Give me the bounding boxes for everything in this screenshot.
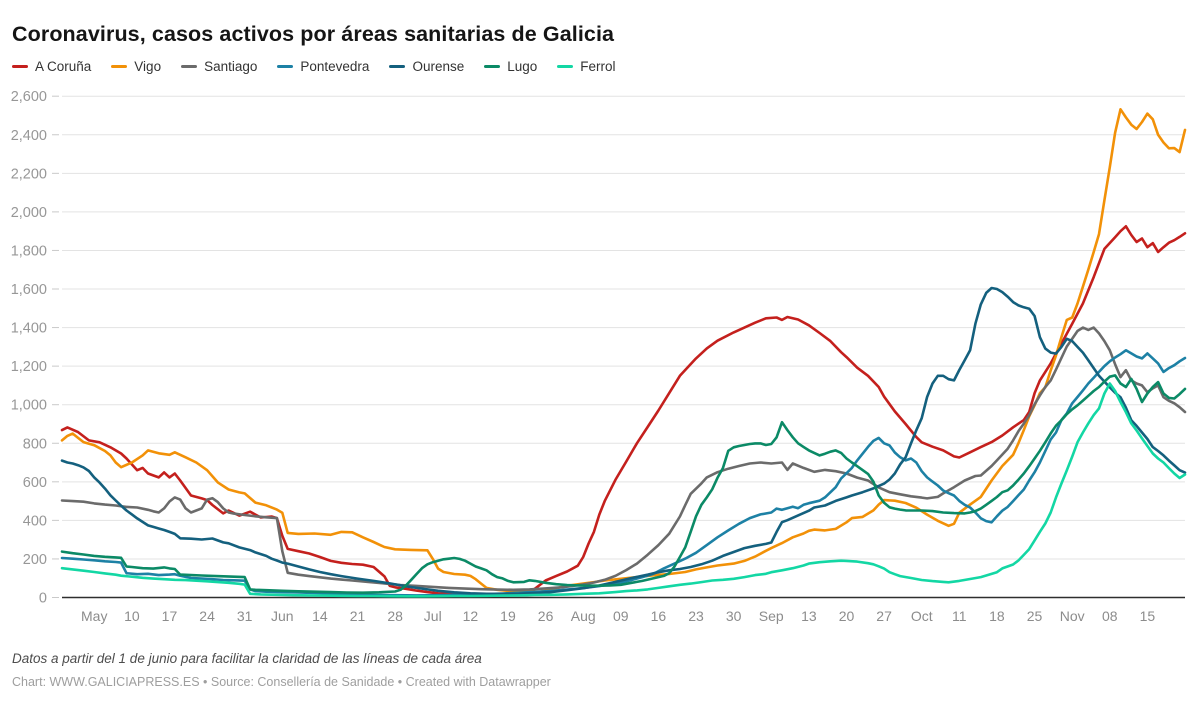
legend-item-ferrol: Ferrol [557,59,616,74]
legend-swatch-santiago [181,65,198,68]
page-title: Coronavirus, casos activos por áreas san… [12,22,615,47]
series-line-lugo [60,374,1187,595]
legend-item-santiago: Santiago [181,59,257,74]
y-axis-tick-label: 1,400 [11,321,47,337]
y-axis-tick-label: 1,000 [11,398,47,414]
x-axis-tick-label: 13 [801,608,817,624]
x-axis-tick-label: 14 [312,608,328,624]
x-axis-tick-label: 30 [726,608,742,624]
x-axis-tick-label: Jul [424,608,442,624]
legend-swatch-lugo [484,65,501,68]
x-axis-tick-label: 25 [1027,608,1043,624]
y-axis-tick-label: 600 [23,475,47,491]
x-axis-tick-label: 21 [350,608,366,624]
legend-swatch-a-coruna [12,65,28,68]
series-line-ferrol [60,382,1187,598]
legend-item-pontevedra: Pontevedra [277,59,369,74]
y-axis-tick-label: 2,600 [11,89,47,105]
x-axis-tick-label: 12 [463,608,479,624]
x-axis-tick-label: 10 [124,608,140,624]
y-axis-tick-label: 400 [23,513,47,529]
y-axis-tick-label: 200 [23,552,47,568]
x-axis-tick-label: 09 [613,608,629,624]
x-axis-tick-label: 15 [1140,608,1156,624]
y-axis-tick-label: 1,600 [11,282,47,298]
y-axis-tick-label: 2,200 [11,166,47,182]
x-axis-tick-label: Aug [571,608,596,624]
x-axis-tick-label: 08 [1102,608,1118,624]
y-axis-tick-label: 0 [39,591,47,607]
legend-item-ourense: Ourense [389,59,464,74]
legend-label: Ourense [412,59,465,74]
legend-item-lugo: Lugo [484,59,537,74]
legend-label: Vigo [134,59,162,74]
x-axis-tick-label: Jun [271,608,294,624]
legend-label: Pontevedra [300,59,370,74]
legend-swatch-ourense [389,65,406,68]
legend-item-vigo: Vigo [111,59,161,74]
legend-label: A Coruña [35,59,92,74]
series-line-ourense [60,286,1187,596]
legend-label: Lugo [507,59,538,74]
x-axis-tick-label: 18 [989,608,1005,624]
x-axis-tick-label: 16 [651,608,667,624]
x-axis-tick-label: 28 [387,608,403,624]
y-axis-tick-label: 2,000 [11,205,47,221]
x-axis-tick-label: Sep [759,608,784,624]
legend-label: Santiago [204,59,258,74]
x-axis-tick-label: 24 [199,608,215,624]
series-line-santiago [60,326,1187,592]
x-axis-tick-label: Oct [911,608,933,624]
legend-swatch-vigo [111,65,128,68]
legend-swatch-pontevedra [277,65,294,68]
x-axis-tick-label: 11 [952,608,967,624]
x-axis-tick-label: 19 [500,608,516,624]
y-axis-tick-label: 2,400 [11,128,47,144]
y-axis-tick-label: 800 [23,436,47,452]
x-axis-tick-label: 26 [538,608,554,624]
x-axis-tick-label: 17 [162,608,178,624]
series-line-a-coruna [60,225,1187,596]
y-axis-tick-label: 1,200 [11,359,47,375]
x-axis-tick-label: Nov [1060,608,1085,624]
series-line-vigo [60,108,1187,594]
x-axis-tick-label: 20 [839,608,855,624]
series-line-pontevedra [60,348,1187,597]
x-axis-tick-label: May [81,608,107,624]
legend-item-a-coruna: A Coruña [12,59,91,74]
x-axis-tick-label: 31 [237,608,253,624]
chart-footnote: Datos a partir del 1 de junio para facil… [12,651,482,666]
legend-swatch-ferrol [557,65,574,68]
x-axis-tick-label: 23 [688,608,704,624]
x-axis-tick-label: 27 [876,608,892,624]
chart-legend: A Coruña Vigo Santiago Pontevedra Ourense Lug… [12,59,616,74]
y-axis-tick-label: 1,800 [11,243,47,259]
chart-byline: Chart: WWW.GALICIAPRESS.ES • Source: Con… [12,675,551,689]
legend-label: Ferrol [580,59,616,74]
